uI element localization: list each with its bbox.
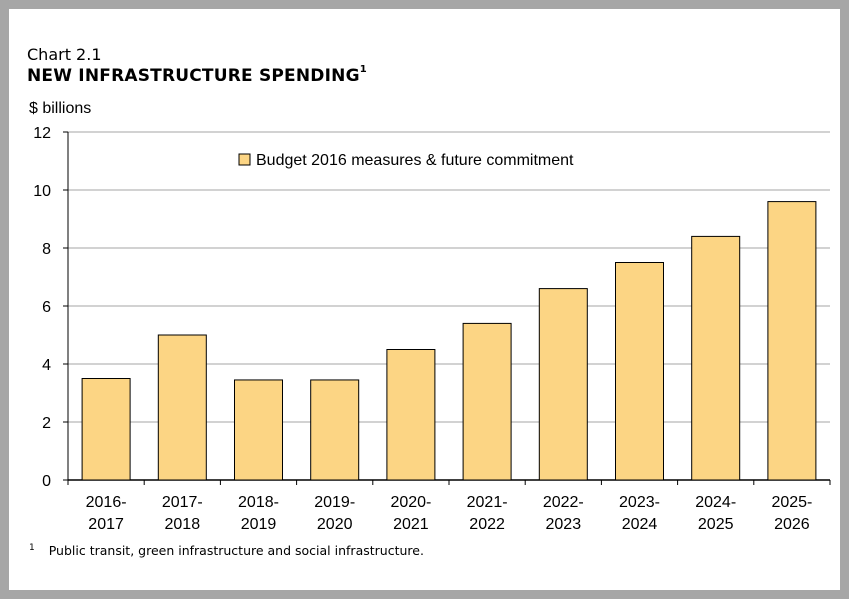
footnote-text: Public transit, green infrastructure and… — [48, 543, 424, 558]
x-tick-label: 2018- — [238, 494, 279, 511]
y-tick-label: 12 — [33, 125, 51, 142]
legend-label: Budget 2016 measures & future commitment — [256, 152, 574, 169]
title-footnote-mark: 1 — [359, 64, 367, 76]
x-tick-label: 2022 — [469, 516, 505, 533]
y-tick-label: 4 — [42, 357, 51, 374]
x-tick-label: 2020- — [390, 494, 431, 511]
x-tick-label: 2017 — [88, 516, 124, 533]
x-tick-label: 2025- — [771, 494, 812, 511]
y-tick-label: 0 — [42, 473, 51, 490]
bar — [538, 288, 588, 481]
x-tick-label: 2023- — [619, 494, 660, 511]
x-tick-label: 2022- — [543, 494, 584, 511]
x-tick-label: 2024 — [622, 516, 658, 533]
y-tick-label: 2 — [42, 415, 51, 432]
bar — [81, 378, 131, 481]
x-tick-label: 2026 — [774, 516, 810, 533]
x-tick-label: 2018 — [165, 516, 201, 533]
y-tick-label: 10 — [33, 183, 51, 200]
bar — [767, 201, 817, 481]
x-tick-label: 2024- — [695, 494, 736, 511]
x-tick-label: 2025 — [698, 516, 734, 533]
bar — [691, 235, 741, 481]
bar — [310, 379, 360, 481]
bar — [386, 349, 436, 481]
bar — [615, 262, 664, 481]
bar — [157, 334, 207, 481]
y-axis-label: $ billions — [29, 100, 92, 117]
chart-label: Chart 2.1 — [27, 45, 102, 64]
x-tick-label: 2021 — [393, 516, 429, 533]
y-tick-label: 8 — [42, 241, 51, 258]
x-tick-label: 2019- — [314, 494, 355, 511]
legend-swatch — [238, 153, 251, 166]
x-tick-label: 2023 — [546, 516, 582, 533]
x-tick-label: 2019 — [241, 516, 277, 533]
footnote: 1 Public transit, green infrastructure an… — [29, 543, 424, 558]
x-tick-label: 2020 — [317, 516, 353, 533]
chart-title-text: NEW INFRASTRUCTURE SPENDING — [27, 66, 360, 86]
chart-title: NEW INFRASTRUCTURE SPENDING1 — [27, 64, 367, 86]
x-tick-label: 2016- — [86, 494, 127, 511]
y-tick-label: 6 — [42, 299, 51, 316]
bar — [234, 379, 283, 481]
bar — [462, 322, 512, 481]
footnote-mark: 1 — [29, 543, 35, 553]
x-tick-label: 2017- — [162, 494, 203, 511]
x-tick-label: 2021- — [467, 494, 508, 511]
